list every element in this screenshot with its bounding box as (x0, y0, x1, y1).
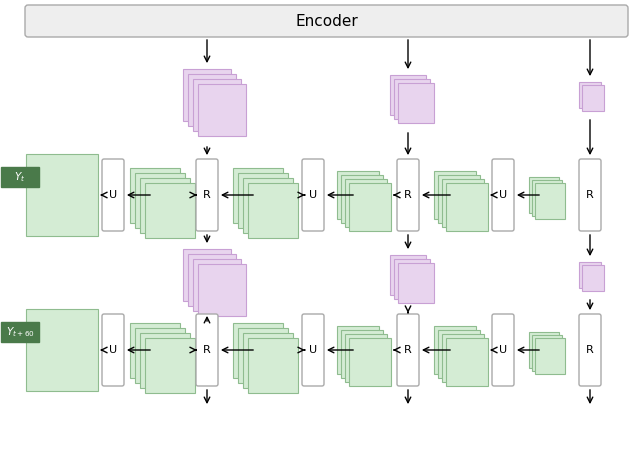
FancyBboxPatch shape (193, 79, 241, 131)
Text: R: R (586, 190, 594, 200)
FancyBboxPatch shape (397, 159, 419, 231)
FancyBboxPatch shape (337, 171, 379, 219)
FancyBboxPatch shape (442, 334, 484, 382)
FancyBboxPatch shape (434, 171, 476, 219)
FancyBboxPatch shape (135, 328, 185, 383)
FancyBboxPatch shape (390, 255, 426, 295)
FancyBboxPatch shape (394, 259, 430, 299)
FancyBboxPatch shape (398, 83, 434, 123)
FancyBboxPatch shape (398, 263, 434, 303)
FancyBboxPatch shape (492, 314, 514, 386)
FancyBboxPatch shape (198, 264, 246, 316)
FancyBboxPatch shape (140, 177, 190, 233)
Text: U: U (109, 345, 117, 355)
Text: R: R (586, 345, 594, 355)
FancyBboxPatch shape (248, 338, 298, 393)
FancyBboxPatch shape (341, 330, 383, 378)
FancyBboxPatch shape (233, 167, 283, 222)
FancyBboxPatch shape (438, 330, 480, 378)
FancyBboxPatch shape (579, 82, 601, 108)
FancyBboxPatch shape (446, 183, 488, 231)
FancyBboxPatch shape (582, 265, 604, 291)
FancyBboxPatch shape (1, 167, 39, 187)
FancyBboxPatch shape (102, 159, 124, 231)
FancyBboxPatch shape (492, 159, 514, 231)
FancyBboxPatch shape (135, 172, 185, 228)
Text: R: R (203, 345, 211, 355)
FancyBboxPatch shape (193, 259, 241, 311)
FancyBboxPatch shape (341, 175, 383, 223)
FancyBboxPatch shape (349, 183, 391, 231)
Text: $Y_{t+60}$: $Y_{t+60}$ (6, 325, 35, 339)
Text: R: R (404, 190, 412, 200)
FancyBboxPatch shape (130, 167, 180, 222)
FancyBboxPatch shape (337, 326, 379, 374)
FancyBboxPatch shape (535, 183, 565, 219)
FancyBboxPatch shape (145, 182, 195, 238)
FancyBboxPatch shape (145, 338, 195, 393)
Text: Encoder: Encoder (295, 14, 358, 29)
FancyBboxPatch shape (188, 254, 236, 306)
FancyBboxPatch shape (446, 338, 488, 386)
FancyBboxPatch shape (529, 332, 559, 368)
FancyBboxPatch shape (140, 333, 190, 388)
Text: U: U (309, 190, 317, 200)
FancyBboxPatch shape (390, 75, 426, 115)
Text: U: U (309, 345, 317, 355)
FancyBboxPatch shape (238, 172, 288, 228)
FancyBboxPatch shape (198, 84, 246, 136)
FancyBboxPatch shape (442, 179, 484, 227)
FancyBboxPatch shape (345, 179, 387, 227)
FancyBboxPatch shape (394, 79, 430, 119)
Text: U: U (499, 190, 507, 200)
FancyBboxPatch shape (25, 5, 628, 37)
FancyBboxPatch shape (196, 314, 218, 386)
FancyBboxPatch shape (434, 326, 476, 374)
FancyBboxPatch shape (183, 69, 231, 121)
FancyBboxPatch shape (535, 338, 565, 374)
Text: U: U (109, 190, 117, 200)
FancyBboxPatch shape (532, 180, 562, 216)
FancyBboxPatch shape (188, 74, 236, 126)
Text: $Y_t$: $Y_t$ (14, 170, 26, 184)
FancyBboxPatch shape (238, 328, 288, 383)
FancyBboxPatch shape (26, 154, 98, 236)
FancyBboxPatch shape (102, 314, 124, 386)
FancyBboxPatch shape (243, 177, 293, 233)
FancyBboxPatch shape (302, 159, 324, 231)
FancyBboxPatch shape (243, 333, 293, 388)
FancyBboxPatch shape (582, 85, 604, 111)
FancyBboxPatch shape (529, 177, 559, 213)
FancyBboxPatch shape (397, 314, 419, 386)
FancyBboxPatch shape (302, 314, 324, 386)
FancyBboxPatch shape (345, 334, 387, 382)
FancyBboxPatch shape (233, 323, 283, 378)
FancyBboxPatch shape (579, 262, 601, 288)
FancyBboxPatch shape (532, 335, 562, 371)
Text: U: U (499, 345, 507, 355)
FancyBboxPatch shape (438, 175, 480, 223)
FancyBboxPatch shape (196, 159, 218, 231)
FancyBboxPatch shape (579, 159, 601, 231)
FancyBboxPatch shape (183, 249, 231, 301)
FancyBboxPatch shape (579, 314, 601, 386)
Text: R: R (404, 345, 412, 355)
FancyBboxPatch shape (248, 182, 298, 238)
FancyBboxPatch shape (130, 323, 180, 378)
FancyBboxPatch shape (26, 309, 98, 391)
Text: R: R (203, 190, 211, 200)
FancyBboxPatch shape (1, 322, 39, 342)
FancyBboxPatch shape (349, 338, 391, 386)
